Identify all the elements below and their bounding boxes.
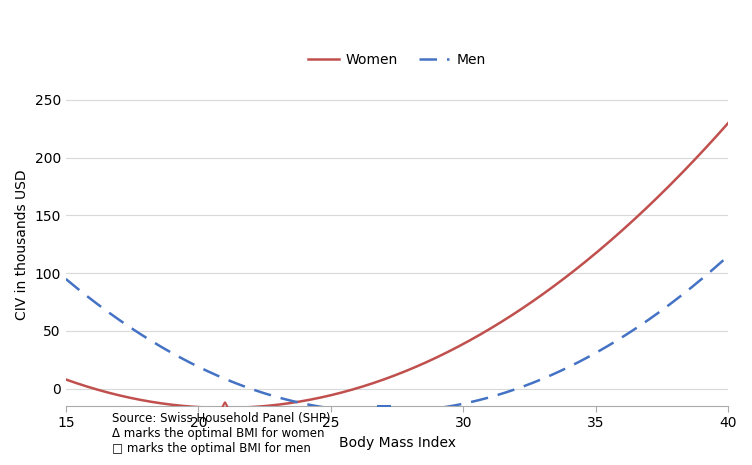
- Women: [605, 238, 614, 244]
- Women: [709, 136, 718, 142]
- Men: [709, 266, 718, 272]
- X-axis label: Body Mass Index: Body Mass Index: [338, 436, 456, 450]
- Women: [378, 378, 387, 383]
- Men: [421, 407, 430, 412]
- Line: Men: Men: [65, 256, 728, 412]
- Legend: Women, Men: Women, Men: [303, 47, 491, 73]
- Women: [61, 377, 70, 382]
- Women: [421, 360, 430, 365]
- Men: [723, 253, 732, 259]
- Men: [61, 276, 70, 282]
- Women: [381, 376, 390, 382]
- Women: [723, 120, 732, 126]
- Text: Source: Swiss Household Panel (SHP).
Δ marks the optimal BMI for women
□ marks t: Source: Swiss Household Panel (SHP). Δ m…: [112, 412, 335, 456]
- Women: [457, 342, 466, 348]
- Men: [376, 409, 385, 415]
- Line: Women: Women: [65, 123, 728, 408]
- Men: [457, 401, 466, 407]
- Women: [220, 405, 229, 411]
- Men: [380, 409, 389, 415]
- Y-axis label: CIV in thousands USD: CIV in thousands USD: [15, 169, 29, 319]
- Men: [381, 409, 390, 415]
- Men: [605, 342, 614, 347]
